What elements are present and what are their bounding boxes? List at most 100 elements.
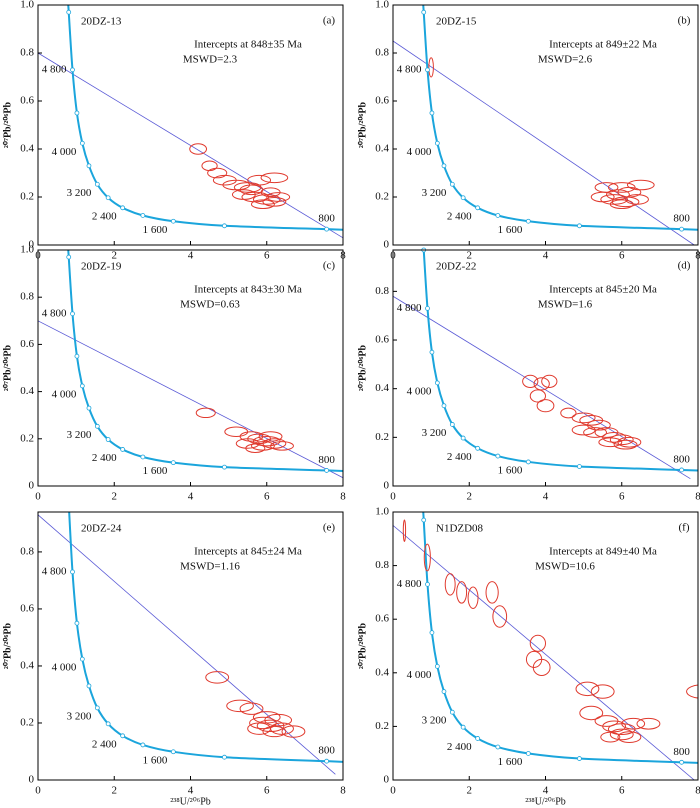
age-marker [86,683,92,689]
analysis-ellipse [456,581,468,604]
y-tick-label: 0.2 [375,720,389,732]
annotation: MSWD=10.6 [535,561,595,573]
y-tick-label: 0.6 [20,95,34,107]
age-marker [425,305,430,311]
x-tick-label: 6 [619,250,625,262]
x-tick-label: 4 [188,250,194,262]
age-marker [222,464,227,470]
y-axis-label: ²⁰⁷Pb/²⁰⁶Pb [2,102,13,149]
analysis-ellipse [201,160,218,172]
plot-frame [392,249,699,487]
age-marker [222,754,227,760]
age-marker [441,163,447,169]
plot-area [393,5,698,245]
analysis-ellipse [195,407,216,419]
age-label: 2 400 [92,452,117,464]
y-tick-label: 0.2 [20,191,34,203]
age-marker [120,205,126,211]
y-tick-label: 0.8 [375,285,389,297]
age-label: 4 000 [52,146,77,158]
concordia-extension [326,228,343,231]
x-tick-label: 0 [35,785,41,797]
y-tick-label: 0 [29,774,35,786]
x-tick-label: 4 [543,250,549,262]
analysis-ellipse [617,436,642,448]
y-tick-label: 0 [29,480,35,492]
analysis-ellipse [529,634,546,652]
plot-area [38,5,343,239]
plot-frame [392,4,699,246]
age-marker [429,349,435,355]
age-marker [495,744,501,750]
discordia-line [393,525,695,780]
plot-frame [37,249,344,487]
concordia-curve [422,519,682,764]
panel-label: (f) [679,522,690,534]
age-marker [86,163,92,169]
age-label: 4 000 [407,385,432,397]
analysis-ellipse [251,441,275,451]
y-axis-label: ²⁰⁷Pb/²⁰⁶Pb [2,345,13,392]
annotation: MSWD=2.6 [538,54,593,66]
analysis-ellipse [252,194,281,205]
age-label: 4 000 [52,388,77,400]
sample-name: 20DZ-13 [81,16,122,28]
age-marker [79,383,85,389]
analysis-ellipse [571,412,596,424]
age-marker [324,226,330,232]
concordia-extension [422,250,424,251]
age-marker [525,218,531,224]
x-tick-label: 4 [188,785,194,797]
age-label: 1 600 [498,756,523,768]
concordia-extension [422,512,425,521]
age-marker [460,724,466,730]
panel-label: (b) [678,15,691,27]
age-label: 3 200 [422,187,447,199]
analysis-ellipse [245,443,266,453]
age-marker [425,581,430,587]
age-marker [140,742,146,748]
analysis-ellipse [266,192,291,202]
analysis-ellipse [260,172,289,184]
age-label: 1 600 [143,465,168,477]
age-marker [94,181,100,187]
analysis-ellipse [541,374,558,388]
sample-name: 20DZ-22 [436,261,476,273]
x-tick-label: 6 [619,785,625,797]
analysis-ellipse [205,671,230,684]
y-axis-label: ²⁰⁷Pb/²⁰⁶Pb [357,623,368,670]
analysis-ellipse [617,186,642,198]
concordia-extension [326,760,343,763]
age-marker [449,422,455,427]
age-label: 3 200 [67,710,92,722]
analysis-ellipse [428,57,434,78]
age-label: 4 800 [397,63,422,75]
analysis-ellipse [575,681,600,697]
age-marker [679,467,685,473]
analysis-ellipse [613,439,638,450]
annotation: Intercepts at 845±20 Ma [549,284,657,296]
annotation: MSWD=1.16 [180,561,240,573]
discordia-line [393,295,691,480]
age-label: 4 000 [407,669,432,681]
age-label: 4 800 [42,565,67,577]
plot-area [393,512,698,780]
y-tick-label: 0.6 [20,602,34,614]
age-marker [441,689,447,694]
x-axis-label: ²³⁸U/²⁰⁶Pb [170,796,211,807]
age-marker [70,311,75,317]
y-tick-label: 0.4 [375,382,389,394]
age-label: 800 [318,745,335,757]
analysis-ellipse [252,435,281,447]
y-axis-label: ²⁰⁷Pb/²⁰⁶Pb [2,623,13,670]
concordia-extension [681,761,698,764]
age-marker [222,223,227,229]
age-marker [525,459,531,465]
age-label: 1 600 [498,464,523,476]
age-marker [475,205,481,211]
concordia-extension [681,468,698,472]
age-marker [120,733,126,739]
